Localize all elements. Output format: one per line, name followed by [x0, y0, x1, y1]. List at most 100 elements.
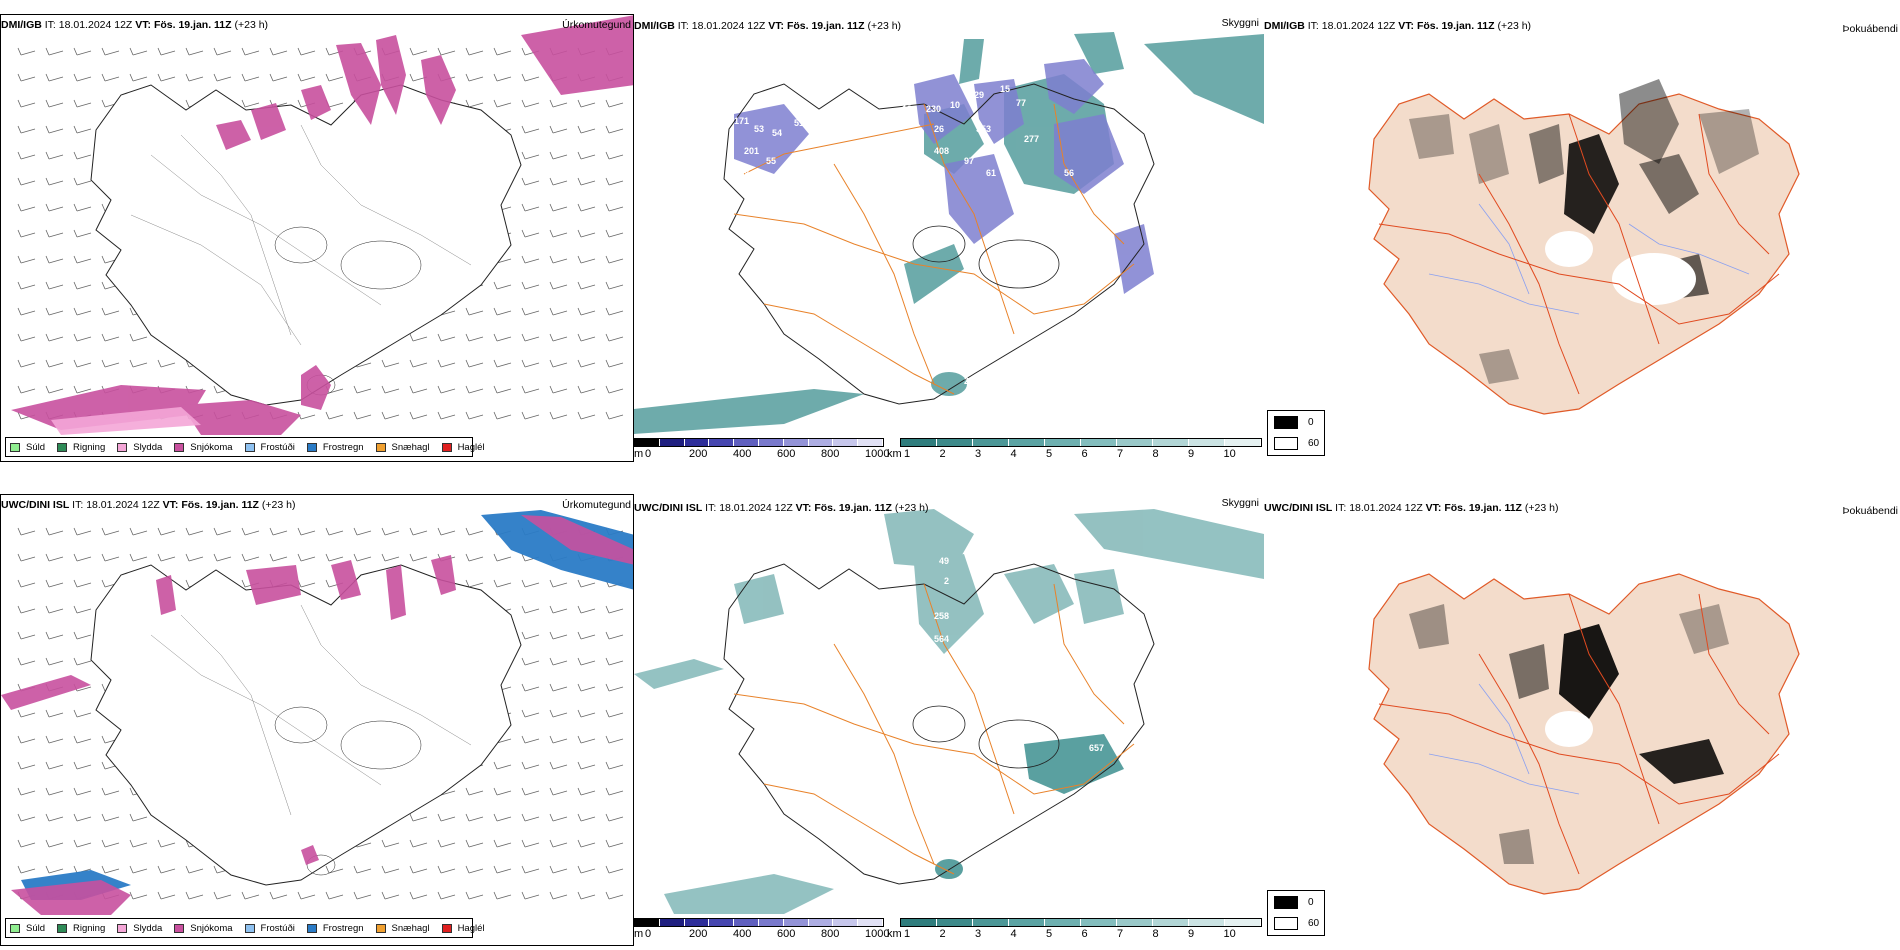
wind-barb	[605, 307, 624, 316]
wind-barb	[465, 527, 484, 536]
wind-barb	[577, 255, 596, 264]
wind-barb	[577, 151, 596, 160]
wind-barb	[325, 865, 344, 874]
legend-label: Snjókoma	[190, 441, 233, 453]
legend-item: Snæhagl	[375, 441, 430, 453]
scale-tick-label: 800	[821, 448, 840, 460]
wind-barb	[521, 891, 540, 900]
wind-barb	[465, 579, 484, 588]
wind-barb	[521, 151, 540, 160]
legend-item: Haglél	[441, 441, 485, 453]
wind-barb	[465, 813, 484, 822]
wind-barb	[521, 73, 540, 82]
legend-label: Frostregn	[322, 441, 364, 453]
wind-barb	[73, 527, 92, 536]
legend-label: Haglél	[457, 441, 485, 453]
wind-barb	[17, 99, 36, 108]
panel-title-cloud: Þokuábendi	[1842, 505, 1898, 517]
wind-barb	[129, 813, 148, 822]
wind-barb	[521, 125, 540, 134]
wind-barb	[437, 527, 456, 536]
cloud-legend-low: 0	[1308, 417, 1314, 428]
wind-barb	[493, 411, 512, 420]
wind-barb	[577, 203, 596, 212]
visibility-value-label: 86	[1062, 196, 1072, 206]
wind-barb	[521, 411, 540, 420]
wind-barb	[213, 47, 232, 56]
cloud-legend-bottom: 0 60	[1267, 890, 1325, 936]
wind-barb	[297, 891, 316, 900]
visibility-panel-top: 171 53 54 201 55 20 51 457 18 230 10 29 15 77 553 26 408…	[634, 14, 1264, 462]
scale-tick-label: km	[887, 448, 902, 460]
wind-barb	[549, 657, 568, 666]
wind-barb	[45, 177, 64, 186]
panel-title-precip: Úrkomutegund	[562, 19, 631, 31]
wind-barb	[297, 527, 316, 536]
wind-barb	[521, 229, 540, 238]
wind-barb	[45, 151, 64, 160]
visibility-value-label: 51	[794, 118, 804, 128]
legend-item: Slydda	[117, 923, 162, 934]
wind-barb	[73, 631, 92, 640]
meter-colorbar	[634, 918, 884, 927]
scale-tick-label: m	[634, 928, 644, 940]
legend-label: Snæhagl	[391, 441, 430, 453]
wind-barb	[17, 73, 36, 82]
wind-barb	[45, 657, 64, 666]
wind-barb	[577, 177, 596, 186]
scale-tick-label: 1	[904, 928, 911, 940]
legend-swatch	[306, 923, 317, 933]
wind-barb	[297, 579, 316, 588]
wind-barb	[577, 787, 596, 796]
wind-barb	[577, 683, 596, 692]
wind-barb	[493, 813, 512, 822]
precip-map-bottom	[1, 510, 633, 915]
wind-barb	[521, 255, 540, 264]
wind-barb	[577, 579, 596, 588]
legend-swatch	[244, 923, 255, 933]
wind-barb	[549, 229, 568, 238]
wind-barb	[17, 359, 36, 368]
wind-barb	[17, 385, 36, 394]
wind-barb	[521, 813, 540, 822]
legend-swatch	[10, 923, 20, 933]
legend-swatch	[375, 442, 386, 452]
wind-barb	[521, 177, 540, 186]
visibility-value-label: 56	[1064, 168, 1074, 178]
wind-barb	[577, 333, 596, 342]
scale-tick-label: 5	[1046, 448, 1053, 460]
cloud-map-top	[1368, 79, 1800, 415]
visibility-panel-bottom: 49 2 258 564 657 Skyggni UWC/DINI ISL IT: 18…	[634, 494, 1264, 946]
wind-barb	[521, 333, 540, 342]
wind-barb	[465, 359, 484, 368]
visibility-value-label: 2	[944, 576, 949, 586]
visibility-value-label: 457	[794, 166, 809, 176]
wind-barb	[157, 865, 176, 874]
wind-barb	[549, 891, 568, 900]
wind-barb	[465, 73, 484, 82]
wind-barb	[493, 553, 512, 562]
wind-barb	[605, 229, 624, 238]
scale-tick-label: 7	[1117, 928, 1124, 940]
wind-barb	[45, 47, 64, 56]
wind-barb	[409, 553, 428, 562]
legend-item: Frostregn	[306, 923, 364, 934]
wind-barb	[101, 73, 120, 82]
wind-barb	[465, 307, 484, 316]
wind-barb	[73, 203, 92, 212]
precip-type-panel-top: DMI/IGB IT: 18.01.2024 12Z VT: Fös. 19.j…	[0, 14, 634, 462]
legend-item: Haglél	[441, 923, 485, 934]
wind-barb	[605, 787, 624, 796]
legend-label: Frostúði	[260, 441, 295, 453]
wind-barb	[45, 527, 64, 536]
legend-label: Rigning	[73, 441, 106, 453]
scale-tick-label: 8	[1152, 928, 1159, 940]
legend-label: Rigning	[73, 922, 106, 934]
wind-barb	[73, 229, 92, 238]
wind-barb	[577, 813, 596, 822]
legend-label: Snæhagl	[391, 922, 430, 934]
wind-barb	[549, 307, 568, 316]
wind-barb	[17, 125, 36, 134]
wind-barb	[577, 891, 596, 900]
wind-barb	[45, 787, 64, 796]
